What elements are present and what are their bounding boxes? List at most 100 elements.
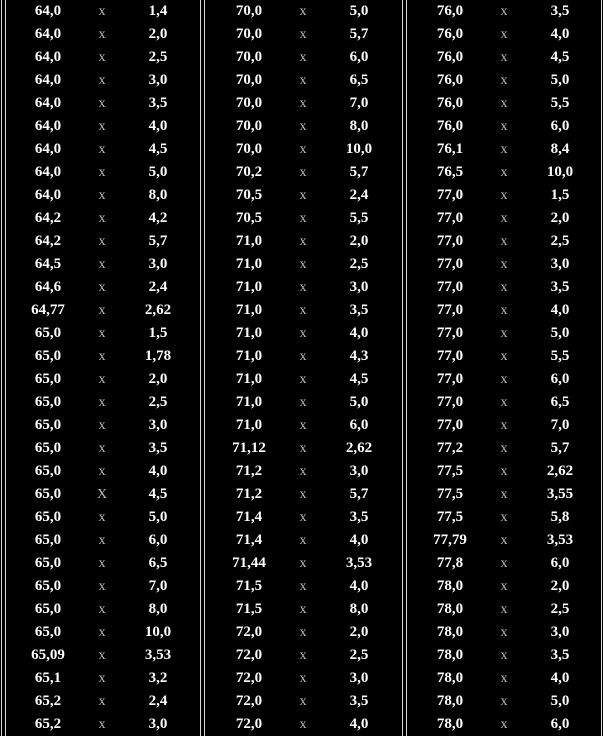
table-row: 71,0 x 6,0 <box>201 414 397 437</box>
cross-section: 2,62 <box>144 302 172 318</box>
inner-diameter: 65,0 <box>34 371 62 387</box>
table-row: 76,0 x 3,5 <box>402 0 598 23</box>
cross-section: 4,5 <box>148 486 168 502</box>
times-sign: x <box>98 671 106 686</box>
table-row: 64,2 x 5,7 <box>0 230 196 253</box>
cross-section: 6,0 <box>550 555 570 571</box>
cross-section: 6,0 <box>550 118 570 134</box>
times-sign: x <box>98 372 106 387</box>
times-sign: x <box>500 257 508 272</box>
times-sign: x <box>299 671 307 686</box>
column-group-1: 64,0 x 1,4 64,0 x 2,0 64,0 x 2,5 64,0 x 3,0 64,0 x 3,5… <box>0 0 196 736</box>
inner-diameter: 64,0 <box>34 141 62 157</box>
cross-section: 5,0 <box>349 3 369 19</box>
inner-diameter: 77,5 <box>436 463 464 479</box>
inner-diameter: 78,0 <box>436 578 464 594</box>
table-row: 77,0 x 2,0 <box>402 207 598 230</box>
table-row: 65,0 x 5,0 <box>0 506 196 529</box>
times-sign: x <box>98 395 106 410</box>
table-row: 64,0 x 3,5 <box>0 92 196 115</box>
divider <box>200 0 201 736</box>
inner-diameter: 64,0 <box>34 3 62 19</box>
table-row: 77,0 x 5,0 <box>402 322 598 345</box>
table-row: 64,0 x 1,4 <box>0 0 196 23</box>
times-sign: x <box>500 418 508 433</box>
times-sign: x <box>500 579 508 594</box>
cross-section: 2,4 <box>349 187 369 203</box>
inner-diameter: 77,2 <box>436 440 464 456</box>
cross-section: 3,0 <box>148 256 168 272</box>
times-sign: x <box>299 602 307 617</box>
times-sign: x <box>98 165 106 180</box>
cross-section: 5,0 <box>349 394 369 410</box>
cross-section: 5,7 <box>148 233 168 249</box>
cross-section: 2,5 <box>349 647 369 663</box>
cross-section: 3,53 <box>144 647 172 663</box>
inner-diameter: 70,0 <box>235 72 263 88</box>
inner-diameter: 65,09 <box>31 647 65 663</box>
cross-section: 4,2 <box>148 210 168 226</box>
cross-section: 3,5 <box>550 3 570 19</box>
table-row: 70,5 x 2,4 <box>201 184 397 207</box>
table-row: 65,0 x 7,0 <box>0 575 196 598</box>
cross-section: 2,5 <box>550 601 570 617</box>
inner-diameter: 78,0 <box>436 601 464 617</box>
times-sign: x <box>98 257 106 272</box>
cross-section: 2,62 <box>345 440 373 456</box>
cross-section: 3,53 <box>345 555 373 571</box>
inner-diameter: 70,5 <box>235 187 263 203</box>
table-row: 71,44 x 3,53 <box>201 552 397 575</box>
inner-diameter: 77,0 <box>436 187 464 203</box>
table-row: 70,5 x 5,5 <box>201 207 397 230</box>
inner-diameter: 71,44 <box>232 555 266 571</box>
times-sign: x <box>299 211 307 226</box>
cross-section: 3,5 <box>148 95 168 111</box>
inner-diameter: 78,0 <box>436 716 464 732</box>
cross-section: 10,0 <box>144 624 172 640</box>
table-row: 76,0 x 5,0 <box>402 69 598 92</box>
cross-section: 4,0 <box>550 302 570 318</box>
times-sign: x <box>299 349 307 364</box>
cross-section: 3,0 <box>349 670 369 686</box>
inner-diameter: 77,0 <box>436 394 464 410</box>
table-row: 71,0 x 2,0 <box>201 230 397 253</box>
cross-section: 7,0 <box>148 578 168 594</box>
cross-section: 3,5 <box>349 509 369 525</box>
times-sign: x <box>299 142 307 157</box>
inner-diameter: 65,0 <box>34 417 62 433</box>
table-row: 72,0 x 4,0 <box>201 713 397 736</box>
table-row: 71,5 x 8,0 <box>201 598 397 621</box>
cross-section: 2,62 <box>546 463 574 479</box>
times-sign: x <box>500 648 508 663</box>
inner-diameter: 76,0 <box>436 26 464 42</box>
cross-section: 2,0 <box>349 233 369 249</box>
table-row: 78,0 x 3,0 <box>402 621 598 644</box>
table-row: 64,0 x 3,0 <box>0 69 196 92</box>
inner-diameter: 76,0 <box>436 72 464 88</box>
inner-diameter: 70,0 <box>235 141 263 157</box>
table-row: 70,0 x 6,5 <box>201 69 397 92</box>
table-row: 71,4 x 4,0 <box>201 529 397 552</box>
cross-section: 2,0 <box>550 578 570 594</box>
cross-section: 2,5 <box>349 256 369 272</box>
inner-diameter: 64,0 <box>34 118 62 134</box>
cross-section: 6,5 <box>349 72 369 88</box>
column-group-3: 76,0 x 3,5 76,0 x 4,0 76,0 x 4,5 76,0 x 5,0 76,0 x 5,5… <box>402 0 598 736</box>
table-row: 71,12 x 2,62 <box>201 437 397 460</box>
divider <box>204 0 205 736</box>
times-sign: x <box>98 211 106 226</box>
times-sign: x <box>299 694 307 709</box>
table-row: 77,0 x 5,5 <box>402 345 598 368</box>
times-sign: x <box>98 533 106 548</box>
times-sign: x <box>299 372 307 387</box>
inner-diameter: 65,0 <box>34 463 62 479</box>
times-sign: x <box>500 349 508 364</box>
times-sign: x <box>299 119 307 134</box>
cross-section: 2,0 <box>148 26 168 42</box>
table-row: 72,0 x 2,5 <box>201 644 397 667</box>
times-sign: x <box>500 671 508 686</box>
table-row: 78,0 x 5,0 <box>402 690 598 713</box>
cross-section: 2,0 <box>148 371 168 387</box>
cross-section: 10,0 <box>546 164 574 180</box>
